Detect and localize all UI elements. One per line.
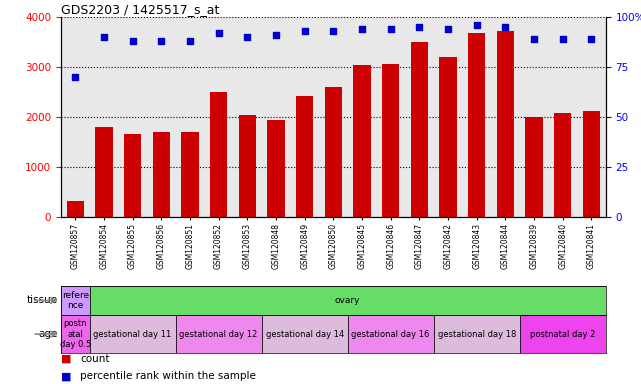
Text: gestational day 16: gestational day 16	[351, 329, 430, 339]
Text: gestational day 11: gestational day 11	[94, 329, 172, 339]
Bar	[526, 117, 543, 217]
Text: age: age	[38, 329, 58, 339]
Bar	[325, 87, 342, 217]
Point	[70, 74, 80, 80]
Bar	[468, 33, 485, 217]
Bar	[554, 113, 571, 217]
Text: GDS2203 / 1425517_s_at: GDS2203 / 1425517_s_at	[61, 3, 219, 16]
Bar	[382, 64, 399, 217]
Point	[500, 24, 510, 30]
Point	[299, 28, 310, 34]
Point	[443, 26, 453, 32]
Bar	[210, 92, 227, 217]
Text: postnatal day 2: postnatal day 2	[530, 329, 595, 339]
Point	[357, 26, 367, 32]
Text: gestational day 12: gestational day 12	[179, 329, 258, 339]
Bar	[153, 132, 170, 217]
Bar	[434, 315, 520, 353]
Point	[185, 38, 195, 44]
Bar	[90, 315, 176, 353]
Point	[587, 36, 597, 42]
Bar	[520, 315, 606, 353]
Point	[242, 34, 253, 40]
Point	[271, 32, 281, 38]
Text: ■: ■	[61, 371, 71, 381]
Bar	[497, 31, 514, 217]
Point	[558, 36, 568, 42]
Text: ovary: ovary	[335, 296, 360, 305]
Point	[529, 36, 539, 42]
Bar	[262, 315, 347, 353]
Bar	[353, 65, 370, 217]
Bar	[61, 286, 90, 315]
Bar	[181, 132, 199, 217]
Bar	[267, 120, 285, 217]
Bar	[296, 96, 313, 217]
Point	[128, 38, 138, 44]
Bar	[96, 127, 113, 217]
Text: percentile rank within the sample: percentile rank within the sample	[80, 371, 256, 381]
Point	[213, 30, 224, 36]
Bar	[583, 111, 600, 217]
Point	[385, 26, 395, 32]
Bar	[124, 134, 141, 217]
Text: tissue: tissue	[27, 295, 58, 306]
Point	[328, 28, 338, 34]
Text: ■: ■	[61, 354, 71, 364]
Text: refere
nce: refere nce	[62, 291, 89, 310]
Bar	[238, 115, 256, 217]
Text: postn
atal
day 0.5: postn atal day 0.5	[60, 319, 91, 349]
Bar	[440, 57, 456, 217]
Bar	[61, 315, 90, 353]
Point	[156, 38, 167, 44]
Point	[472, 22, 482, 28]
Bar	[411, 42, 428, 217]
Text: count: count	[80, 354, 110, 364]
Point	[99, 34, 109, 40]
Bar	[67, 201, 84, 217]
Text: gestational day 14: gestational day 14	[265, 329, 344, 339]
Point	[414, 24, 424, 30]
Bar	[176, 315, 262, 353]
Bar	[347, 315, 434, 353]
Text: gestational day 18: gestational day 18	[438, 329, 516, 339]
